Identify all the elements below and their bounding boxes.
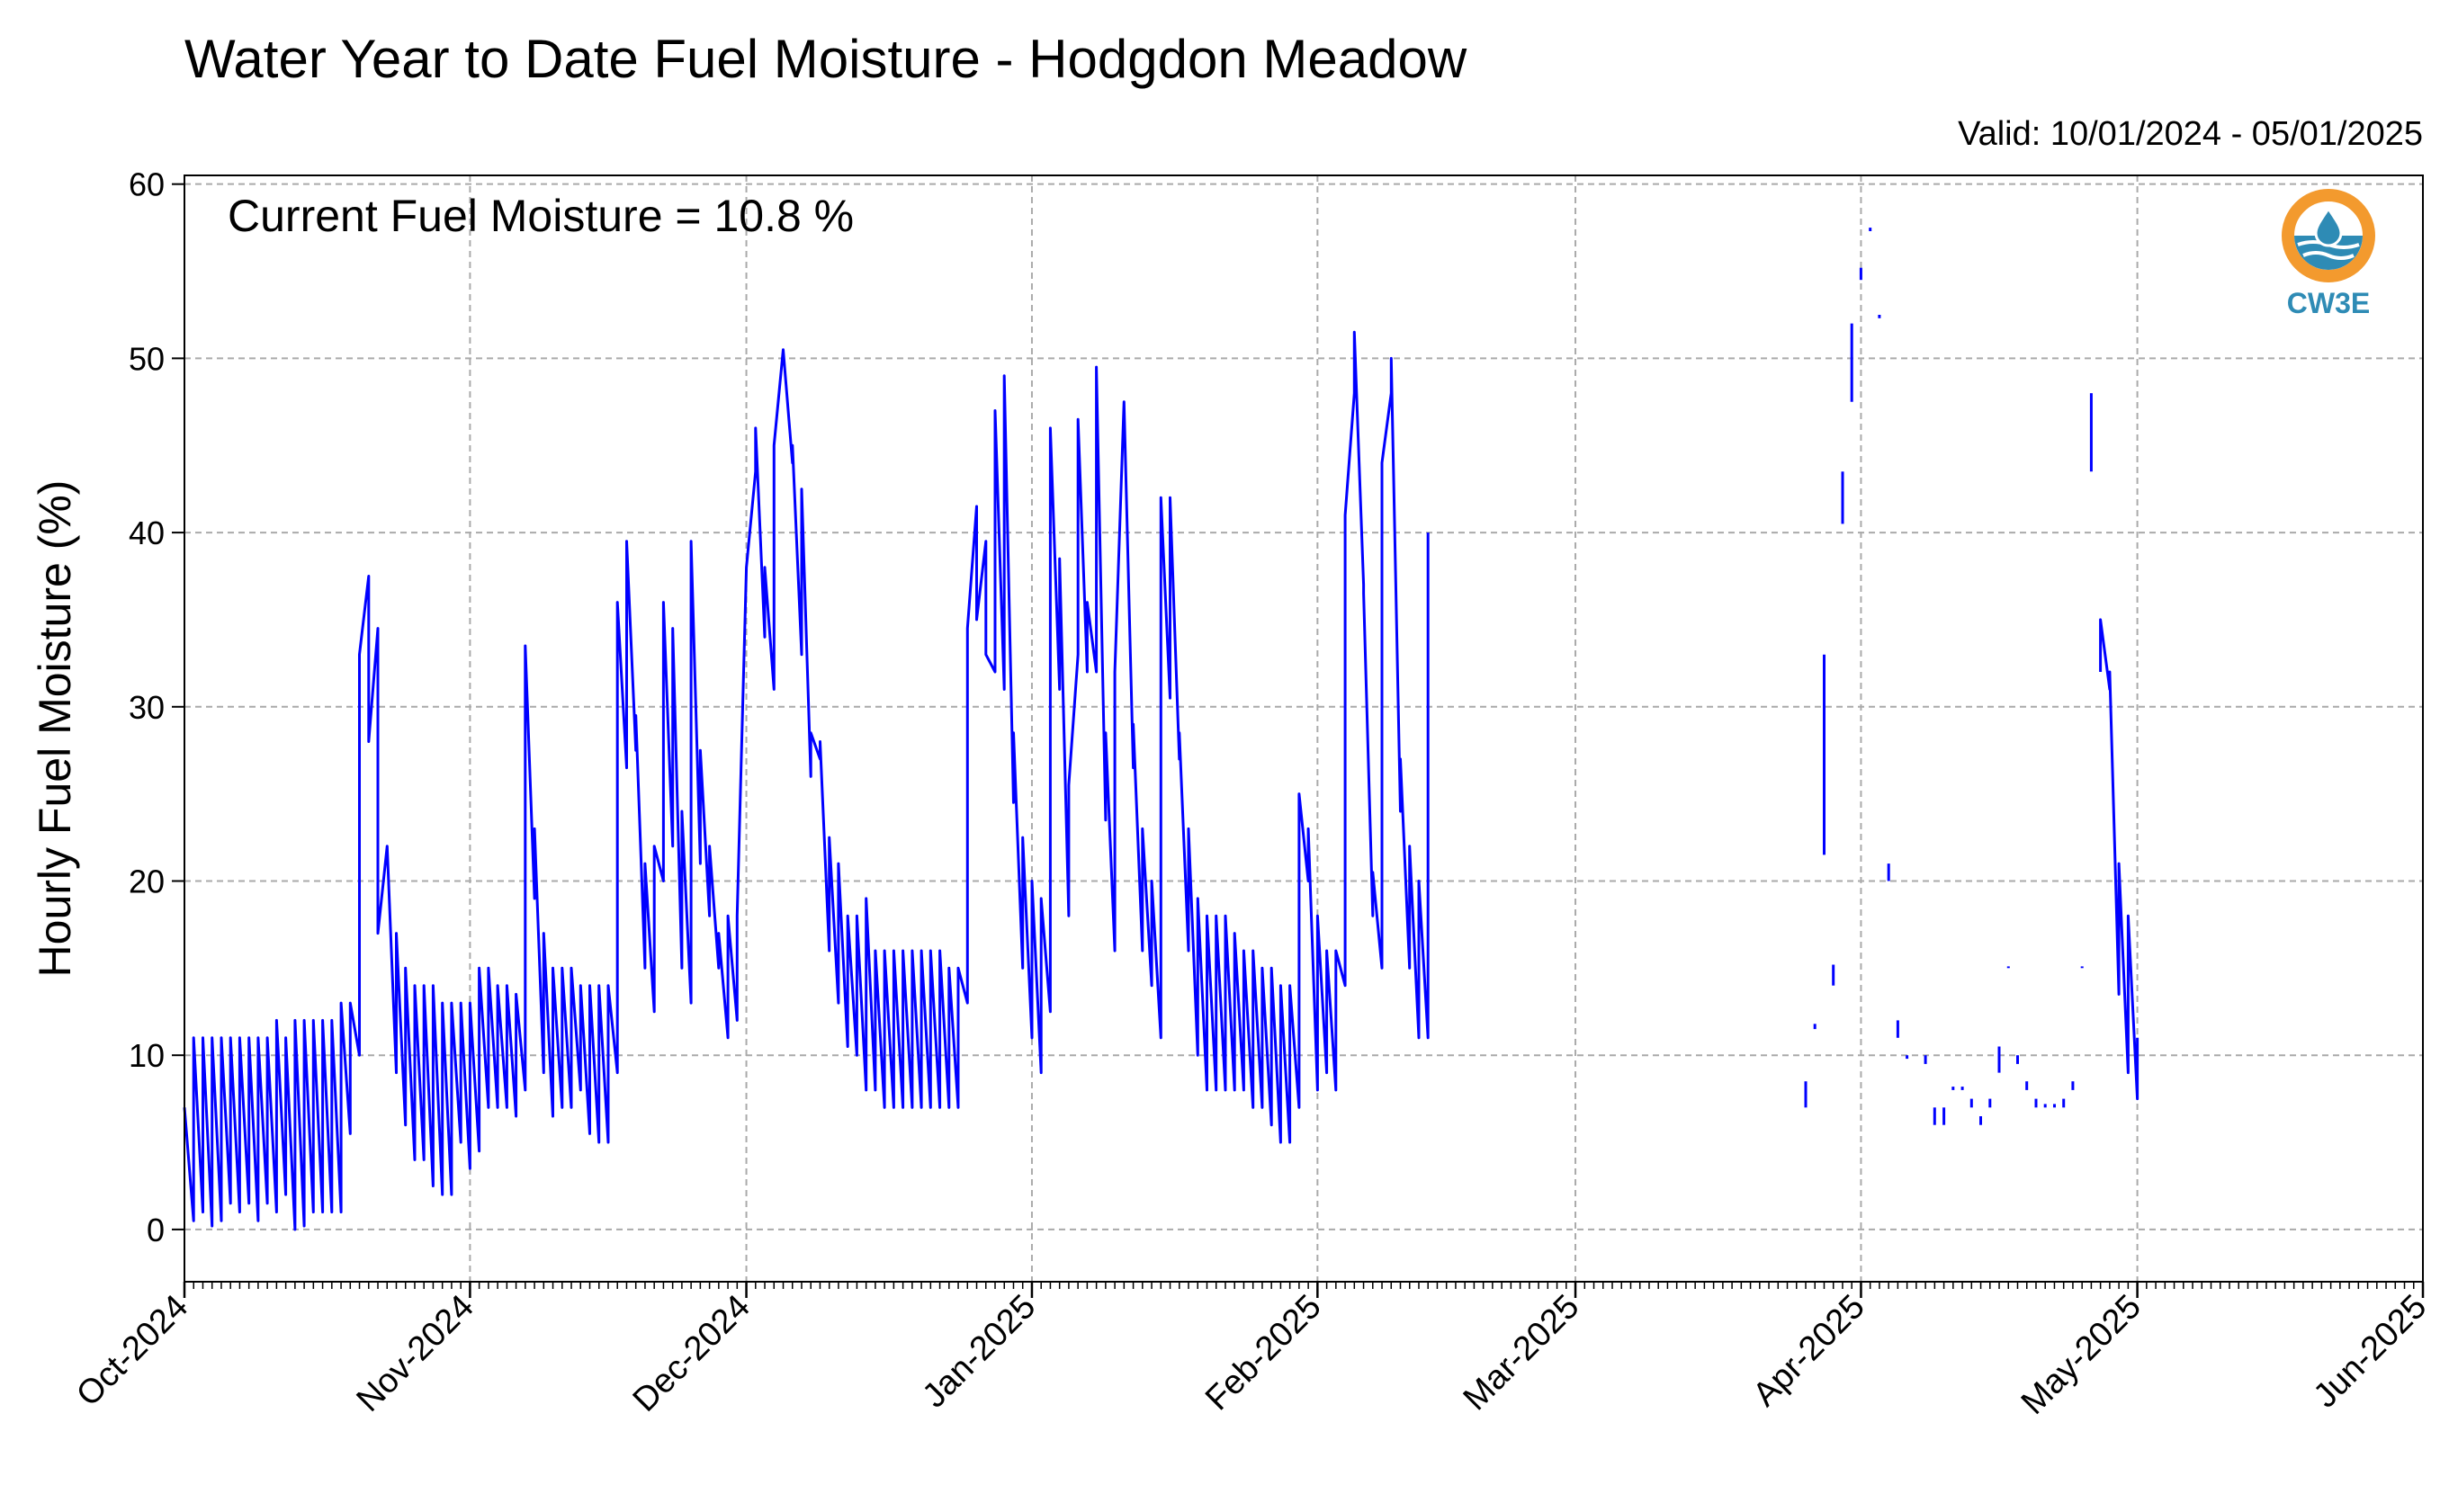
- current-fuel-moisture-annotation: Current Fuel Moisture = 10.8 %: [228, 191, 854, 241]
- x-tick-label: Oct-2024: [69, 1288, 195, 1414]
- y-tick-label: 10: [129, 1037, 165, 1074]
- cw3e-logo: CW3E: [2282, 189, 2375, 319]
- y-tick-label: 30: [129, 689, 165, 726]
- x-tick-label: May-2025: [2014, 1288, 2148, 1422]
- fuel-moisture-line-segment: [2099, 618, 2140, 1101]
- y-tick-label: 20: [129, 863, 165, 899]
- y-tick-label: 0: [147, 1212, 165, 1248]
- x-tick-label: Jun-2025: [2307, 1288, 2435, 1416]
- y-tick-label: 40: [129, 514, 165, 551]
- grid: [184, 175, 2424, 1282]
- x-tick-label: Dec-2024: [626, 1288, 758, 1419]
- x-tick-label: Apr-2025: [1746, 1288, 1872, 1414]
- logo-water: [2294, 236, 2363, 270]
- drop-icon: [2314, 206, 2343, 247]
- x-tick-label: Mar-2025: [1457, 1288, 1587, 1418]
- x-tick-label: Feb-2025: [1198, 1288, 1329, 1418]
- y-tick-label: 60: [129, 166, 165, 203]
- chart-title: Water Year to Date Fuel Moisture - Hodgd…: [184, 29, 1467, 89]
- chart-subtitle: Valid: 10/01/2024 - 05/01/2025: [1958, 115, 2423, 153]
- fuel-moisture-line-segment: [183, 330, 1430, 1231]
- y-tick-label: 50: [129, 340, 165, 377]
- plot-frame: [184, 174, 2424, 1283]
- x-tick-label: Jan-2025: [916, 1288, 1044, 1416]
- logo-text: CW3E: [2287, 287, 2370, 319]
- logo-ring: [2282, 189, 2375, 282]
- axes: 0 10 20 30 40 50 60 Oct-2024 Nov-2024 Dec-2024 Jan…: [69, 166, 2434, 1422]
- series-fuel-moisture: [183, 228, 2140, 1231]
- y-axis-label: Hourly Fuel Moisture (%): [30, 480, 80, 978]
- x-tick-label: Nov-2024: [350, 1288, 481, 1419]
